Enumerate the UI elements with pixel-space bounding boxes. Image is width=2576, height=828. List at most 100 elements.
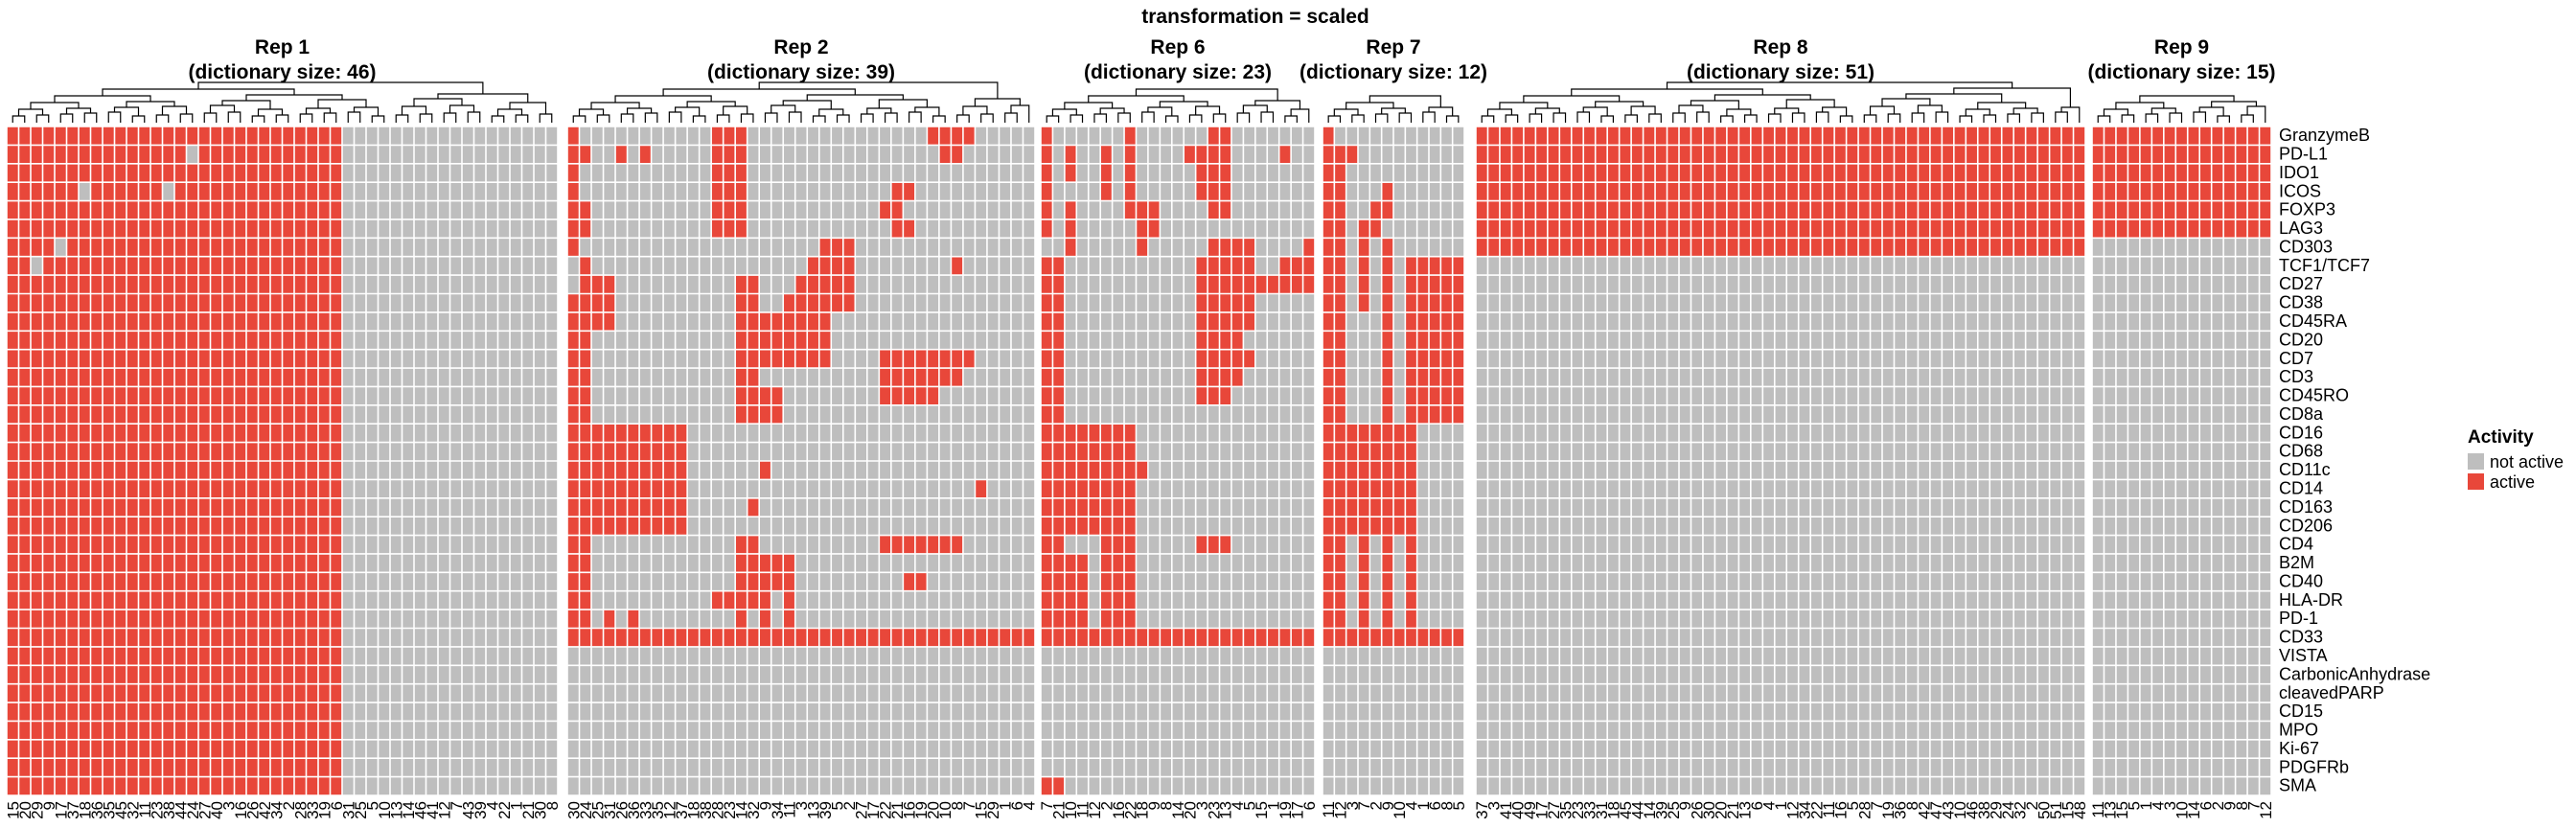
cell-active <box>1416 349 1429 369</box>
cell-active <box>114 572 126 591</box>
cell-active <box>294 238 307 257</box>
grid-lines <box>2091 126 2272 796</box>
cell-active <box>2049 182 2062 201</box>
column-label: 21 <box>1050 801 1069 819</box>
cell-active <box>42 497 55 518</box>
cell-active <box>1643 126 1656 146</box>
column-label: 9 <box>2220 801 2239 810</box>
cell-active <box>234 739 246 759</box>
cell-active <box>1147 628 1161 647</box>
cell-active <box>1405 610 1417 629</box>
cell-active <box>234 238 246 257</box>
cell-active <box>126 442 139 461</box>
cell-active <box>246 683 259 703</box>
cell-active <box>1583 238 1596 257</box>
cell-active <box>126 145 139 164</box>
cell-active <box>1834 238 1847 257</box>
cell-active <box>162 776 174 795</box>
cell-active <box>2223 218 2236 239</box>
cell-active <box>1230 238 1244 257</box>
cell-active <box>1230 368 1244 387</box>
cell-active <box>1112 424 1125 443</box>
cell-active <box>2187 163 2200 183</box>
cell-active <box>1052 610 1065 629</box>
cell-active <box>198 497 211 518</box>
cell-active <box>318 646 331 666</box>
cell-active <box>282 331 294 350</box>
cell-active <box>1124 126 1137 146</box>
cell-active <box>318 182 331 201</box>
cell-active <box>210 182 222 201</box>
cell-active <box>1393 442 1406 461</box>
cell-active <box>222 442 235 461</box>
cell-active <box>1440 404 1453 425</box>
column-label: 18 <box>76 801 94 819</box>
cell-active <box>1208 349 1220 369</box>
cell-active <box>2247 145 2260 164</box>
column-label: 22 <box>877 801 895 819</box>
cell-active <box>79 424 91 443</box>
cell-active <box>1076 553 1089 573</box>
cell-active <box>1535 163 1548 183</box>
cell-active <box>1243 311 1255 332</box>
cell-active <box>103 386 115 405</box>
cell-active <box>1429 275 1441 294</box>
cell-active <box>1523 218 1536 239</box>
cell-active <box>1977 126 1990 146</box>
cell-active <box>890 535 904 554</box>
cell-active <box>603 442 616 461</box>
cell-active <box>1966 182 1978 201</box>
cell-active <box>90 572 103 591</box>
cell-active <box>42 200 55 219</box>
cell-active <box>1208 238 1220 257</box>
cell-active <box>210 721 222 740</box>
column-label: 28 <box>291 801 310 819</box>
cell-active <box>831 275 843 294</box>
cell-active <box>318 739 331 759</box>
cell-active <box>1195 311 1208 332</box>
cell-active <box>723 200 736 219</box>
cell-active <box>79 646 91 666</box>
cell-active <box>330 218 342 239</box>
cell-active <box>90 404 103 425</box>
cell-active <box>150 721 163 740</box>
cell-active <box>246 218 259 239</box>
row-label: LAG3 <box>2279 218 2323 238</box>
cell-active <box>603 610 616 629</box>
cell-active <box>1322 256 1335 276</box>
cell-active <box>79 665 91 684</box>
cell-active <box>1595 145 1608 164</box>
cell-active <box>603 628 616 647</box>
cell-active <box>162 442 174 461</box>
cell-active <box>270 665 283 684</box>
cell-active <box>675 424 688 443</box>
cell-active <box>1786 145 1799 164</box>
cell-active <box>711 218 724 239</box>
cell-active <box>162 535 174 554</box>
column-label: 41 <box>424 801 442 819</box>
cell-active <box>1322 218 1335 239</box>
cell-active <box>1798 182 1811 201</box>
cell-active <box>126 238 139 257</box>
cell-active <box>330 461 342 480</box>
cell-active <box>66 424 79 443</box>
cell-active <box>270 646 283 666</box>
cell-active <box>1882 145 1895 164</box>
cell-active <box>1358 517 1370 536</box>
cell-active <box>174 293 187 312</box>
cell-active <box>1476 163 1488 183</box>
column-label: 40 <box>208 801 226 819</box>
cell-active <box>138 553 150 573</box>
cell-active <box>2128 145 2140 164</box>
cell-active <box>1230 331 1244 350</box>
cell-active <box>186 572 198 591</box>
cell-active <box>1358 628 1370 647</box>
cell-active <box>246 386 259 405</box>
cell-active <box>2187 182 2200 201</box>
cell-active <box>198 610 211 629</box>
column-label: 9 <box>1379 801 1397 810</box>
cell-active <box>627 461 640 480</box>
cell-active <box>222 590 235 610</box>
cell-active <box>1136 200 1148 219</box>
cell-active <box>31 628 43 647</box>
